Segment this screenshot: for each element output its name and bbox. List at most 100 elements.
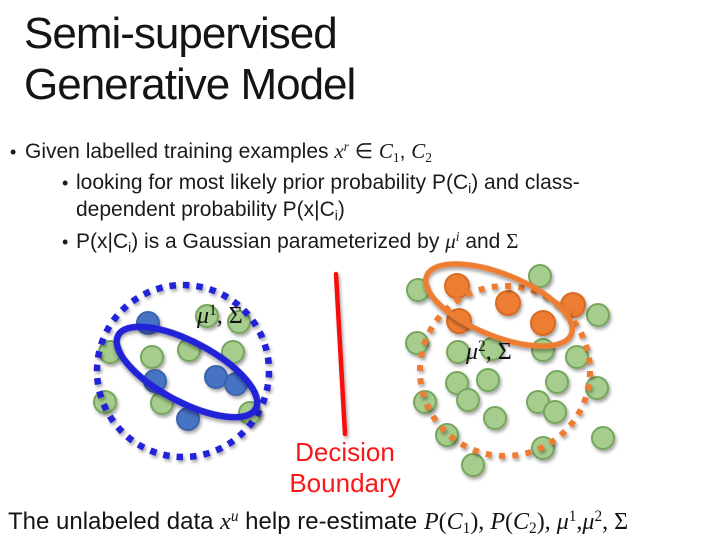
class2-data-point [446,308,472,334]
text-run: 1 [568,508,577,526]
text-run: , [399,140,412,163]
unlabeled-data-point [405,331,429,355]
unlabeled-data-point [483,406,507,430]
title-line-2: Generative Model [24,60,356,109]
decision-label-line-1: Decision [295,437,395,467]
class1-dotted-circle [93,281,273,461]
unlabeled-data-point [238,401,262,425]
class2-data-point [530,310,556,336]
text-run: looking for most likely prior probabilit… [76,171,469,194]
unlabeled-data-point [545,370,569,394]
text-run: μ [197,303,210,329]
text-run: u [230,508,239,526]
class2-data-point [444,273,470,299]
text-run: dependent probability P(x|C [76,198,335,221]
unlabeled-data-point [461,453,485,477]
decision-boundary-line [333,271,348,437]
page-title: Semi-supervised Generative Model [24,8,356,110]
class2-data-point [495,290,521,316]
bullet-3: • P(x|Ci) is a Gaussian parameterized by … [62,228,518,257]
text-run: 2 [594,508,603,526]
unlabeled-data-point [526,390,550,414]
text-run: C [512,509,529,535]
text-run: x [220,509,231,535]
unlabeled-data-point [445,371,469,395]
text-run: ) and class- [471,171,580,194]
unlabeled-data-point [476,368,500,392]
unlabeled-data-point [531,338,555,362]
class2-dotted-circle [417,283,593,459]
unlabeled-data-point [435,423,459,447]
unlabeled-data-point [543,400,567,424]
unlabeled-data-point [98,340,122,364]
text-run: 1 [462,520,471,538]
text-run: 1 [392,149,400,165]
text-run: , [576,509,583,535]
unlabeled-data-point [406,278,430,302]
mu1-sigma-label: μ1, Σ [197,302,243,330]
unlabeled-data-point [531,436,555,460]
text-run: x [334,139,344,163]
unlabeled-data-point [586,303,610,327]
bullet-icon: • [62,232,69,252]
class1-data-point [224,372,248,396]
bullet-2-text-line-1: looking for most likely prior probabilit… [76,171,580,196]
bullet-2-line-1: • looking for most likely prior probabili… [62,170,580,197]
unlabeled-data-point [221,340,245,364]
bullet-1: • Given labelled training examples xr ∈ C… [10,138,432,167]
text-run: 2 [529,520,537,538]
text-run: Σ [506,229,519,253]
unlabeled-data-point [93,390,117,414]
unlabeled-data-point [413,390,437,414]
bullet-icon: • [10,142,17,162]
class2-data-point [560,292,586,318]
text-run: C [446,509,463,535]
text-run: C [411,139,426,163]
text-run: 2 [478,338,486,356]
text-run: i [455,229,460,245]
text-run: P(x|C [76,230,129,253]
text-run: The unlabeled data [8,508,221,535]
text-run: μ [582,509,595,535]
unlabeled-data-point [528,264,552,288]
text-run: i [468,179,472,196]
decision-label-line-2: Boundary [289,468,401,498]
mu2-sigma-label: μ2, Σ [466,338,512,366]
decision-boundary-label: Decision Boundary [283,437,407,499]
footer-text: The unlabeled data xu help re-estimate P… [8,508,629,538]
text-run: , Σ [216,303,243,329]
class1-data-point [176,407,200,431]
text-run: i [334,206,338,223]
class1-gaussian-ellipse [113,323,261,421]
text-run: C [378,139,393,163]
text-run: ) is a Gaussian parameterized by [131,230,446,253]
text-run: P [490,509,505,535]
unlabeled-data-point [585,376,609,400]
text-run: , Σ [485,339,512,365]
bullet-1-text: Given labelled training examples xr ∈ C1… [25,139,432,165]
text-run: ), [470,509,491,535]
text-run: ( [504,509,513,535]
bullet-2-text-line-2: dependent probability P(x|Ci) [76,198,345,223]
text-run: r [343,139,349,155]
bullet-2-line-2: dependent probability P(x|Ci) [76,197,345,224]
bullet-icon: • [62,173,69,193]
title-line-1: Semi-supervised [24,9,338,58]
text-run: help re-estimate [238,508,424,535]
class1-data-point [143,369,167,393]
unlabeled-data-point [177,338,201,362]
text-run: , Σ [602,509,629,535]
unlabeled-data-point [150,391,174,415]
bullet-3-text: P(x|Ci) is a Gaussian parameterized by μ… [76,229,519,255]
text-run: ( [438,509,447,535]
text-run: μ [556,509,569,535]
text-run: ∈ [348,140,379,163]
unlabeled-data-point [456,388,480,412]
text-run: ), [536,509,557,535]
text-run: μ [466,339,479,365]
unlabeled-data-point [591,426,615,450]
text-run: ) [337,198,345,221]
text-run: i [128,238,132,255]
text-run: and [459,230,507,253]
